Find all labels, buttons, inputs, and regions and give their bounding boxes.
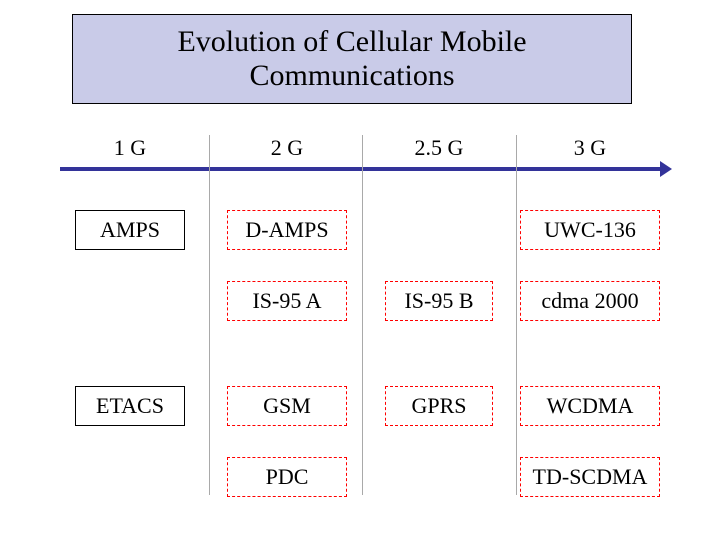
timeline-arrowhead bbox=[660, 161, 672, 177]
tech-node: IS-95 B bbox=[385, 281, 493, 321]
generation-label: 1 G bbox=[85, 135, 175, 161]
tech-node-label: GSM bbox=[263, 393, 311, 419]
tech-node-label: UWC-136 bbox=[544, 217, 636, 243]
tech-node-label: WCDMA bbox=[547, 393, 634, 419]
generation-separator bbox=[209, 135, 210, 495]
generation-separator bbox=[362, 135, 363, 495]
tech-node-label: TD-SCDMA bbox=[533, 464, 648, 490]
timeline-shaft bbox=[60, 167, 660, 171]
generation-label: 2 G bbox=[242, 135, 332, 161]
tech-node: cdma 2000 bbox=[520, 281, 660, 321]
generation-label: 2.5 G bbox=[394, 135, 484, 161]
generation-separator bbox=[516, 135, 517, 495]
timeline-arrow bbox=[60, 161, 670, 177]
tech-node-label: D-AMPS bbox=[245, 217, 328, 243]
tech-node-label: PDC bbox=[266, 464, 309, 490]
tech-node-label: cdma 2000 bbox=[541, 288, 638, 314]
tech-node-label: IS-95 B bbox=[404, 288, 473, 314]
tech-node: AMPS bbox=[75, 210, 185, 250]
tech-node: TD-SCDMA bbox=[520, 457, 660, 497]
generation-label: 3 G bbox=[545, 135, 635, 161]
tech-node: GSM bbox=[227, 386, 347, 426]
title-text: Evolution of Cellular MobileCommunicatio… bbox=[177, 25, 526, 94]
tech-node: WCDMA bbox=[520, 386, 660, 426]
tech-node: GPRS bbox=[385, 386, 493, 426]
tech-node: PDC bbox=[227, 457, 347, 497]
tech-node: UWC-136 bbox=[520, 210, 660, 250]
tech-node: D-AMPS bbox=[227, 210, 347, 250]
tech-node-label: ETACS bbox=[96, 393, 164, 419]
tech-node: ETACS bbox=[75, 386, 185, 426]
title-box: Evolution of Cellular MobileCommunicatio… bbox=[72, 14, 632, 104]
tech-node-label: IS-95 A bbox=[252, 288, 321, 314]
tech-node-label: AMPS bbox=[100, 217, 160, 243]
tech-node-label: GPRS bbox=[411, 393, 466, 419]
tech-node: IS-95 A bbox=[227, 281, 347, 321]
